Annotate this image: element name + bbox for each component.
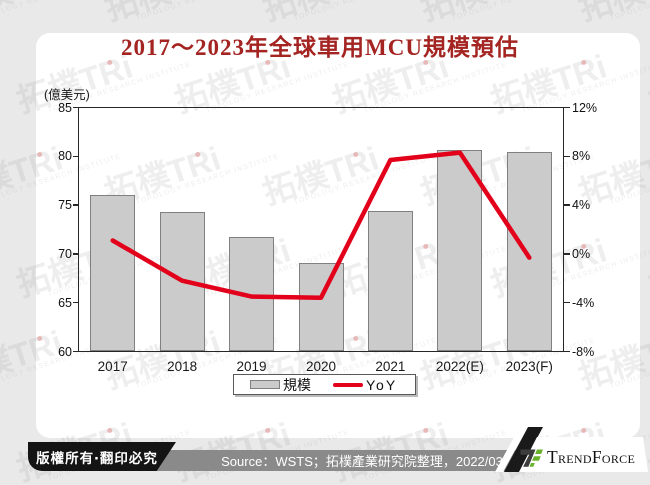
left-axis-tick-label-70: 70 (58, 246, 72, 261)
left-axis-tick-label-65: 65 (58, 295, 72, 310)
x-axis-label-2021: 2021 (375, 359, 406, 374)
legend-line-swatch-icon (333, 382, 363, 387)
x-axis-label-2019: 2019 (236, 359, 267, 374)
legend-line-label: YoY (366, 376, 398, 393)
source-text: Source：WSTS；拓樸產業研究院整理，2022/03 (221, 453, 503, 469)
trendforce-icon (520, 449, 543, 467)
right-axis-tick-label--4: -4% (572, 295, 595, 310)
source-bar: Source：WSTS；拓樸產業研究院整理，2022/03 (150, 450, 522, 471)
left-axis-tickmark (72, 301, 78, 304)
trendforce-logo-text: TrendForce (547, 447, 636, 467)
left-axis-tick-label-75: 75 (58, 198, 72, 213)
x-axis-label-2023(F): 2023(F) (505, 359, 553, 374)
copyright-box: 版權所有‧翻印必究 (28, 442, 176, 471)
left-axis-tick-label-80: 80 (58, 149, 72, 164)
right-axis-tick-label-4: 4% (572, 198, 591, 213)
plot-area-border (78, 107, 564, 352)
right-axis-tickmark (564, 301, 570, 304)
right-axis-tickmark (564, 253, 570, 255)
trendforce-logo: TrendForce (519, 440, 645, 470)
right-axis-tickmark (564, 155, 570, 158)
right-axis-tick-label-0: 0% (572, 246, 591, 261)
left-axis-tickmark (72, 350, 78, 353)
left-axis-tick-label-85: 85 (58, 100, 72, 115)
left-axis-tick-label-60: 60 (58, 344, 72, 359)
legend-bar-label: 規模 (283, 376, 311, 393)
left-axis-tickmark (72, 253, 78, 255)
left-axis-unit-label: (億美元) (44, 88, 90, 102)
x-axis-label-2020: 2020 (305, 359, 337, 374)
right-axis-tick-label-12: 12% (572, 100, 598, 115)
x-axis-label-2017: 2017 (97, 359, 128, 374)
right-axis-tickmark (564, 350, 570, 353)
legend-bar-swatch-icon (250, 380, 280, 389)
chart-title: 2017～2023年全球車用MCU規模預估 (121, 35, 519, 60)
right-axis-tickmark (564, 106, 570, 109)
right-axis-tickmark (564, 204, 570, 206)
x-axis-label-2018: 2018 (167, 359, 198, 374)
copyright-text: 版權所有‧翻印必究 (36, 450, 158, 466)
legend: 規模 YoY (233, 374, 416, 395)
left-axis-tickmark (72, 155, 78, 158)
right-axis-tick-label--8: -8% (572, 344, 595, 359)
x-axis-label-2022(E): 2022(E) (435, 359, 484, 374)
right-axis-tick-label-8: 8% (572, 149, 591, 164)
left-axis-tickmark (72, 204, 78, 206)
left-axis-tickmark (72, 106, 78, 109)
